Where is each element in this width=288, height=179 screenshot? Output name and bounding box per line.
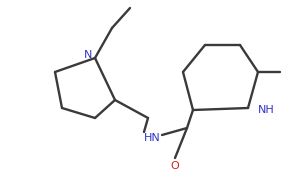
Text: HN: HN [144,133,160,143]
Text: NH: NH [258,105,274,115]
Text: O: O [170,161,179,171]
Text: N: N [84,50,92,60]
